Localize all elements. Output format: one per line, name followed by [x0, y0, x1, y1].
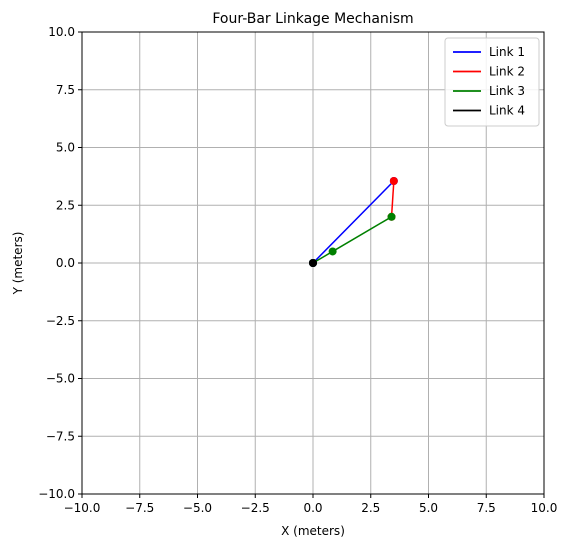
series-point-link-2 [389, 176, 398, 185]
y-tick-label: 7.5 [56, 83, 75, 97]
legend-label: Link 2 [489, 65, 525, 79]
legend: Link 1 Link 2 Link 3 Link 4 [444, 37, 540, 127]
x-tick-label: 2.5 [361, 501, 380, 515]
plot-area [309, 176, 398, 267]
y-axis-label: Y (meters) [11, 232, 25, 296]
y-tick-label: −2.5 [46, 314, 75, 328]
x-tick-label: 10.0 [531, 501, 558, 515]
y-tick-label: −5.0 [46, 372, 75, 386]
legend-label: Link 4 [489, 104, 525, 118]
series-point-link-3 [387, 212, 396, 221]
x-tick-label: −2.5 [241, 501, 270, 515]
x-tick-label: −10.0 [64, 501, 101, 515]
x-tick-label: 7.5 [477, 501, 496, 515]
y-tick-label: −10.0 [38, 487, 75, 501]
x-tick-label: −7.5 [125, 501, 154, 515]
x-tick-label: −5.0 [183, 501, 212, 515]
series-point-link-3 [328, 247, 337, 256]
series-line-link-2 [390, 180, 395, 217]
chart-title: Four-Bar Linkage Mechanism [212, 11, 413, 27]
x-tick-label: 5.0 [419, 501, 438, 515]
x-ticks: −10.0 −7.5 −5.0 −2.5 0.0 2.5 5.0 7.5 10.0 [64, 494, 558, 515]
legend-label: Link 3 [489, 84, 525, 98]
series-line-link-1 [312, 180, 395, 264]
y-tick-label: 2.5 [56, 198, 75, 212]
series-point-link-4 [309, 259, 317, 267]
y-tick-label: 10.0 [48, 25, 75, 39]
legend-box [444, 37, 540, 127]
y-ticks: −10.0 −7.5 −5.0 −2.5 0.0 2.5 5.0 7.5 10.0 [38, 25, 82, 501]
y-tick-label: −7.5 [46, 429, 75, 443]
x-axis-label: X (meters) [281, 524, 345, 538]
y-tick-label: 5.0 [56, 141, 75, 155]
x-tick-label: 0.0 [303, 501, 322, 515]
y-tick-label: 0.0 [56, 256, 75, 270]
legend-label: Link 1 [489, 45, 525, 59]
